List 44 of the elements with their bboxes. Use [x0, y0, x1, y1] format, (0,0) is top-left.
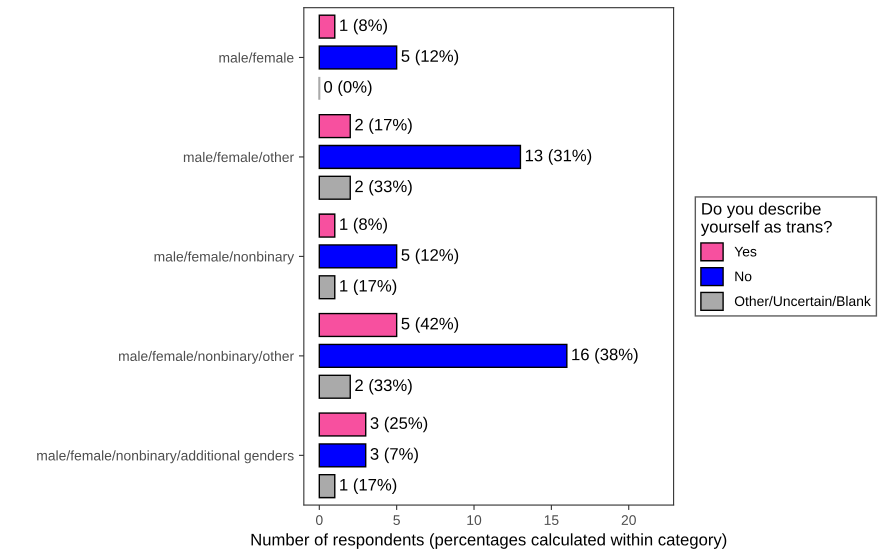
bar — [318, 474, 336, 498]
x-tick-label: 15 — [544, 515, 559, 526]
data-label: 1 (17%) — [340, 279, 396, 295]
data-label: 2 (17%) — [355, 118, 412, 134]
y-tick-label: male/female — [219, 52, 294, 63]
data-label: 3 (7%) — [370, 448, 418, 464]
y-tick-label: male/female/nonbinary — [154, 251, 294, 264]
bar — [318, 176, 351, 200]
bar — [318, 114, 351, 138]
legend-label: Other/Uncertain/Blank — [734, 296, 871, 306]
data-label: 1 (17%) — [340, 478, 396, 494]
x-axis-title: Number of respondents (percentages calculated within category) — [252, 533, 726, 549]
data-label: 13 (31%) — [526, 149, 592, 165]
data-label: 5 (12%) — [401, 248, 458, 264]
data-label: 16 (38%) — [572, 348, 638, 364]
bar — [318, 443, 366, 468]
data-label: 5 (42%) — [401, 317, 458, 333]
x-tick-label: 0 — [316, 515, 323, 526]
x-tick-label: 10 — [467, 515, 482, 526]
bar — [318, 344, 568, 368]
x-tick-label: 20 — [622, 515, 636, 526]
bar — [318, 275, 336, 300]
data-label: 3 (25%) — [370, 416, 428, 432]
legend-label: No — [735, 272, 752, 282]
y-tick-label: male/female/nonbinary/other — [119, 350, 294, 364]
bar — [318, 374, 351, 399]
data-label: 0 (0%) — [324, 80, 372, 96]
data-label: 1 (8%) — [340, 218, 387, 234]
bar — [318, 244, 398, 269]
data-label: 5 (12%) — [401, 50, 458, 66]
x-tick-label: 5 — [393, 515, 400, 526]
y-tick-label: male/female/nonbinary/additional genders — [37, 450, 294, 464]
bar — [318, 144, 522, 170]
legend-label: Yes — [734, 246, 756, 257]
bar — [318, 412, 366, 437]
bar — [318, 45, 398, 70]
legend-title: Do you describe yourself as trans? — [700, 202, 832, 236]
bar — [318, 213, 336, 238]
y-tick-label: male/female/other — [184, 152, 294, 162]
data-label: 1 (8%) — [340, 18, 387, 34]
bar — [318, 312, 398, 338]
data-label: 2 (33%) — [355, 180, 412, 196]
data-label: 2 (33%) — [355, 378, 412, 394]
bar — [318, 14, 336, 39]
